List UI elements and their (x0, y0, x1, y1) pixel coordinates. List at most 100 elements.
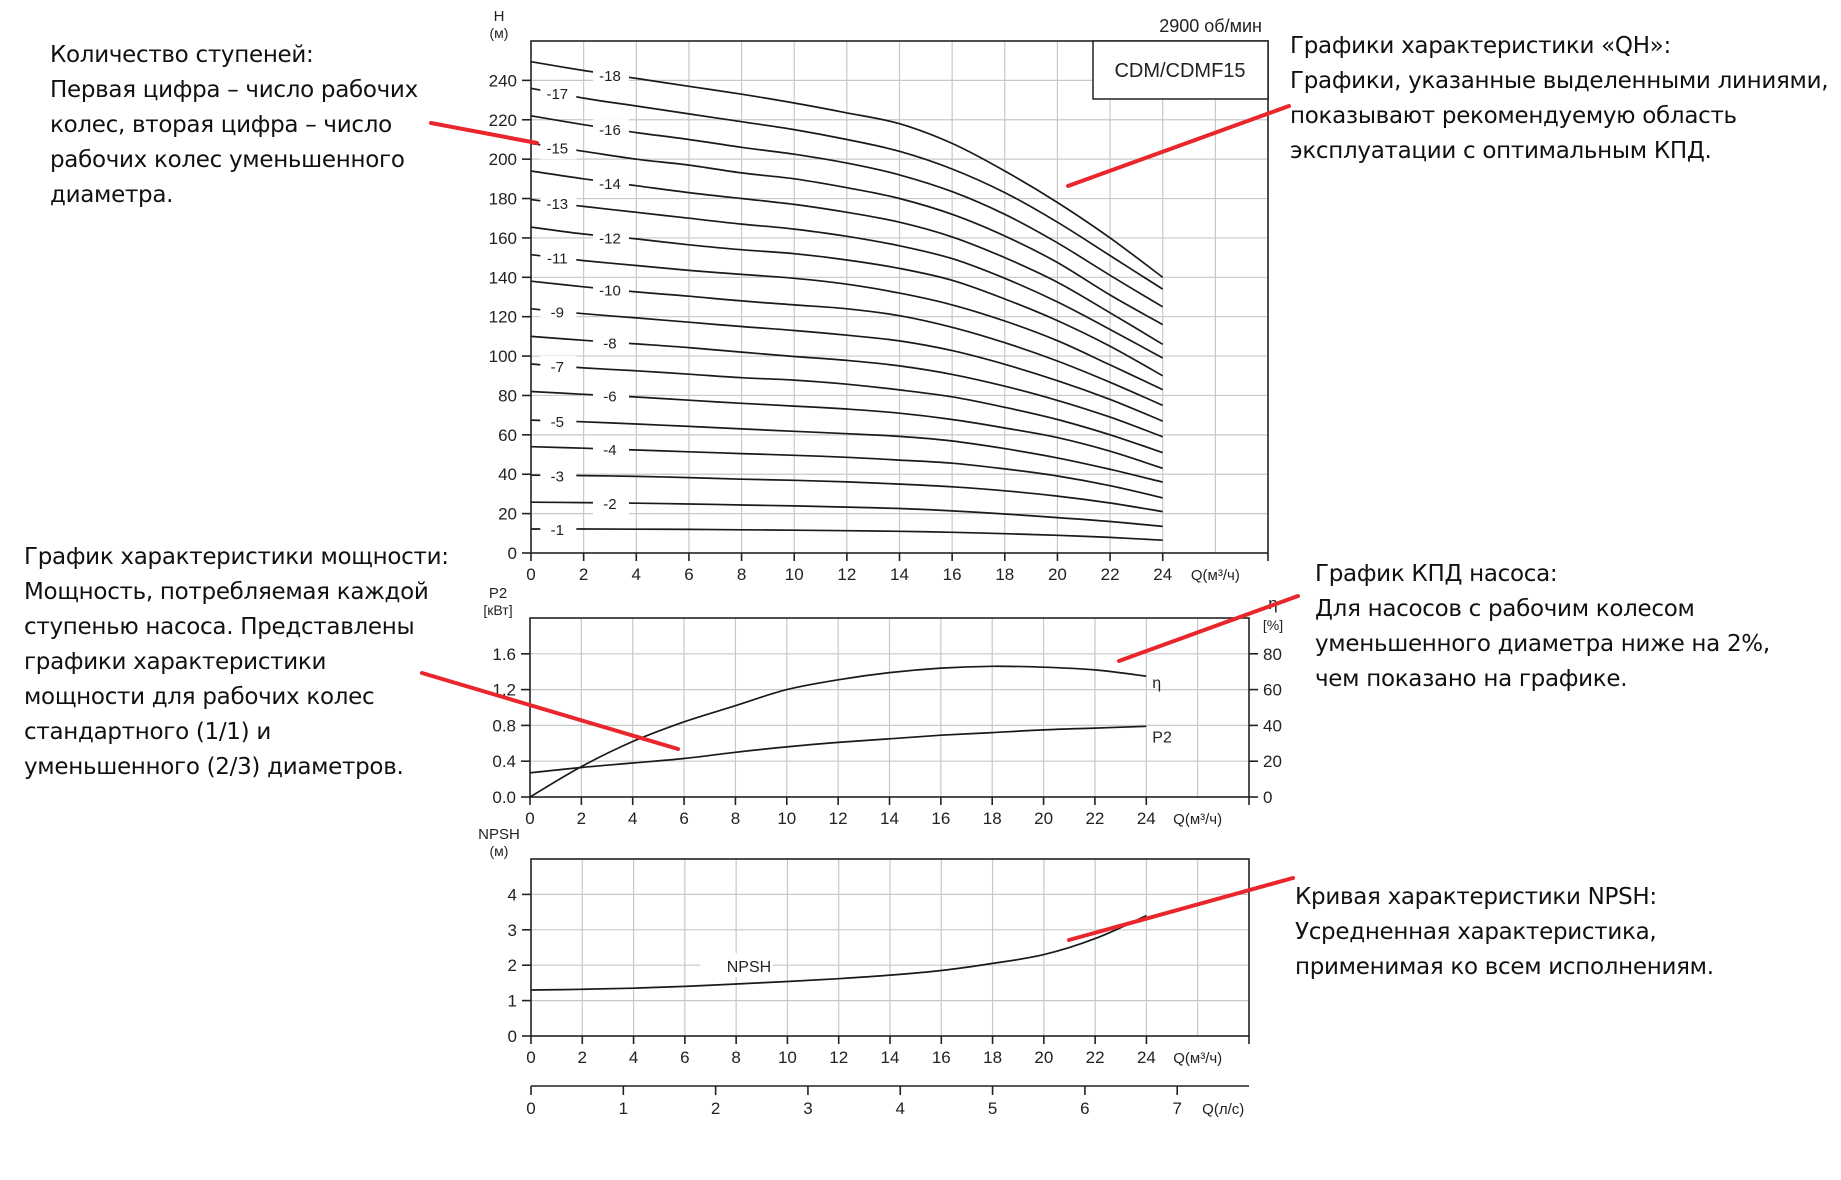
y-tick-label: 3 (508, 921, 517, 940)
power-curve (529, 725, 1147, 774)
efficiency-annotation-line: График КПД насоса: (1315, 561, 1558, 587)
y2-tick-label: 0 (1263, 788, 1272, 807)
power-annotation: График характеристики мощности: Мощность… (24, 540, 449, 785)
x-tick-label: 18 (995, 565, 1014, 584)
y-tick-label: 240 (489, 71, 517, 90)
stage-label: -14 (599, 176, 621, 193)
stages-annotation-line: рабочих колес уменьшенного (50, 147, 405, 173)
x-tick-label: 0 (526, 1048, 535, 1067)
qh-curve (530, 363, 1163, 454)
npsh-annotation-line: Кривая характеристики NPSH: (1295, 884, 1657, 910)
y2-tick-label: 80 (1263, 645, 1282, 664)
y-axis-title: H (494, 8, 505, 25)
annotation-pointers (420, 104, 1300, 942)
y-tick-label: 160 (489, 229, 517, 248)
y-tick-label: 120 (489, 308, 517, 327)
qh-curve (530, 501, 1163, 528)
efficiency-curve (529, 665, 1147, 798)
power-annotation-line: мощности для рабочих колес (24, 684, 375, 710)
x-tick-label: 14 (890, 565, 909, 584)
power-annotation-line: уменьшенного (2/3) диаметров. (24, 754, 404, 780)
annotation-pointer (1117, 594, 1300, 663)
stage-label: -13 (546, 196, 568, 213)
y-tick-label: 20 (498, 505, 517, 524)
x-tick-label: 14 (880, 809, 899, 828)
y2-axis-unit: [%] (1263, 617, 1283, 633)
y-tick-label: 80 (498, 386, 517, 405)
speed-label: 2900 об/мин (1159, 16, 1262, 36)
x2-tick-label: 5 (988, 1099, 997, 1118)
x-axis-title: Q(м³/ч) (1191, 567, 1240, 584)
chart-header: 2900 об/мин CDM/CDMF15 (1092, 16, 1269, 100)
stage-label: -7 (551, 359, 564, 376)
y-axis-unit: (м) (490, 25, 509, 41)
qh-curve (530, 419, 1163, 483)
efficiency-annotation-line: чем показано на графике. (1315, 666, 1628, 692)
stage-label: -11 (547, 251, 568, 268)
qh-curve (530, 198, 1164, 359)
annotation-pointer (1066, 104, 1291, 188)
stages-annotation-line: Количество ступеней: (50, 42, 314, 68)
y-tick-label: 2 (508, 956, 517, 975)
power-efficiency-chart: 0 2 4 6 8 10 12 14 16 18 20 22 24 Q(м³/ч)0.00.40.81.2… (483, 585, 1283, 828)
x-tick-label: 8 (731, 1048, 740, 1067)
y-tick-label: 1.6 (492, 645, 516, 664)
qh-curve (530, 335, 1163, 438)
x-tick-label: 8 (731, 809, 740, 828)
x-tick-label: 6 (680, 1048, 689, 1067)
y-axis-title: P2 (489, 585, 507, 602)
power-annotation-line: График характеристики мощности: (24, 544, 449, 570)
x-tick-label: 14 (881, 1048, 900, 1067)
npsh-curve-label: NPSH (727, 959, 771, 976)
y2-tick-label: 60 (1263, 681, 1282, 700)
y-tick-label: 4 (508, 885, 517, 904)
stage-label: -12 (599, 230, 621, 247)
x2-tick-label: 6 (1080, 1099, 1089, 1118)
qh-curve (530, 445, 1163, 499)
qh-curve (530, 253, 1164, 391)
qh-curve (530, 142, 1164, 326)
npsh-annotation: Кривая характеристики NPSH: Усредненная … (1295, 880, 1714, 985)
efficiency-annotation: График КПД насоса: Для насосов с рабочим… (1315, 557, 1770, 697)
qh-curve (530, 114, 1164, 308)
power-annotation-line: ступенью насоса. Представлены (24, 614, 415, 640)
y-tick-label: 40 (498, 465, 517, 484)
stage-label: -2 (603, 496, 616, 513)
x-tick-label: 22 (1086, 1048, 1105, 1067)
npsh-annotation-line: Усредненная характеристика, (1295, 919, 1657, 945)
stages-annotation-line: Первая цифра – число рабочих (50, 77, 418, 103)
qh-annotation-line: Графики, указанные выделенными линиями, (1290, 68, 1829, 94)
y-tick-label: 1 (508, 992, 517, 1011)
annotation-pointer (420, 671, 680, 751)
x-axis-title: Q(м³/ч) (1173, 1050, 1222, 1067)
y-axis-unit: [кВт] (483, 602, 512, 618)
efficiency-annotation-line: Для насосов с рабочим колесом (1315, 596, 1695, 622)
y-tick-label: 140 (489, 268, 517, 287)
x-tick-label: 24 (1137, 809, 1156, 828)
x-tick-label: 0 (526, 565, 535, 584)
x-tick-label: 12 (829, 809, 848, 828)
x-tick-label: 2 (579, 565, 588, 584)
stage-label: -3 (551, 468, 564, 485)
stage-label: -5 (551, 414, 564, 431)
stage-label: -1 (551, 522, 564, 539)
x-tick-label: 2 (578, 1048, 587, 1067)
y-tick-label: 0.0 (492, 788, 516, 807)
x-tick-label: 6 (684, 565, 693, 584)
stage-label: -4 (603, 442, 616, 459)
efficiency-annotation-line: уменьшенного диаметра ниже на 2%, (1315, 631, 1770, 657)
y-tick-label: 60 (498, 426, 517, 445)
x2-tick-label: 0 (526, 1099, 535, 1118)
x-tick-label: 16 (931, 809, 950, 828)
x-tick-label: 10 (778, 1048, 797, 1067)
y2-tick-label: 20 (1263, 752, 1282, 771)
x-tick-label: 22 (1085, 809, 1104, 828)
x-tick-label: 18 (983, 1048, 1002, 1067)
x2-tick-label: 2 (711, 1099, 720, 1118)
annotation-pointer (429, 121, 539, 145)
x-tick-label: 6 (679, 809, 688, 828)
annotation-pointer (1067, 876, 1295, 942)
qh-curve (530, 226, 1164, 377)
x-axis-title: Q(м³/ч) (1173, 811, 1222, 828)
